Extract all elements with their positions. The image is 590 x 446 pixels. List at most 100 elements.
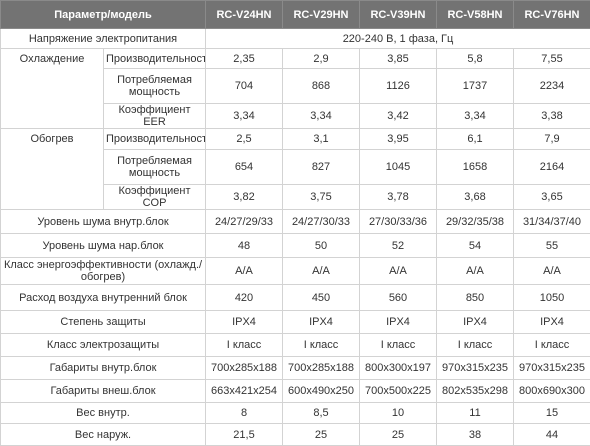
cell-value: A/A <box>514 258 590 285</box>
cell-value: 2,9 <box>283 49 360 69</box>
cell-value: I класс <box>206 334 283 357</box>
cell-value: 220-240 В, 1 фаза, Гц <box>206 29 590 49</box>
cell-value: 3,34 <box>206 104 283 129</box>
cell-value: 7,55 <box>514 49 590 69</box>
cell-value: 25 <box>360 424 437 446</box>
cell-value: 1737 <box>437 69 514 104</box>
cell-value: 420 <box>206 285 283 311</box>
cell-value: 27/30/33/36 <box>360 210 437 234</box>
model-header: RC-V39HN <box>360 1 437 29</box>
cell-value: 3,38 <box>514 104 590 129</box>
cell-value: 868 <box>283 69 360 104</box>
cell-value: 3,78 <box>360 185 437 210</box>
cell-value: 8 <box>206 403 283 424</box>
cell-value: IPX4 <box>437 311 514 334</box>
cell-value: 1050 <box>514 285 590 311</box>
row-label: Габариты внутр.блок <box>1 357 206 380</box>
cell-value: A/A <box>437 258 514 285</box>
cell-value: 700x285x188 <box>283 357 360 380</box>
row-label: Класс электрозащиты <box>1 334 206 357</box>
cell-value: 31/34/37/40 <box>514 210 590 234</box>
cell-value: A/A <box>283 258 360 285</box>
cell-value: 24/27/29/33 <box>206 210 283 234</box>
cell-value: 54 <box>437 234 514 258</box>
cell-value: 2234 <box>514 69 590 104</box>
sub-label: Производительность <box>104 49 206 69</box>
model-header: RC-V24HN <box>206 1 283 29</box>
cell-value: 25 <box>283 424 360 446</box>
model-header: RC-V29HN <box>283 1 360 29</box>
cell-value: 600x490x250 <box>283 380 360 403</box>
cell-value: 55 <box>514 234 590 258</box>
cell-value: 50 <box>283 234 360 258</box>
cell-value: 21,5 <box>206 424 283 446</box>
cell-value: 5,8 <box>437 49 514 69</box>
cell-value: 10 <box>360 403 437 424</box>
sub-label: Коэффициент COP <box>104 185 206 210</box>
cell-value: 700x285x188 <box>206 357 283 380</box>
cell-value: A/A <box>206 258 283 285</box>
row-label: Вес внутр. <box>1 403 206 424</box>
cell-value: 7,9 <box>514 129 590 150</box>
cell-value: I класс <box>437 334 514 357</box>
cell-value: IPX4 <box>514 311 590 334</box>
sub-label: Коэффициент EER <box>104 104 206 129</box>
group-label: Охлаждение <box>1 49 104 129</box>
cell-value: 24/27/30/33 <box>283 210 360 234</box>
row-label: Габариты внеш.блок <box>1 380 206 403</box>
cell-value: 2,5 <box>206 129 283 150</box>
cell-value: 8,5 <box>283 403 360 424</box>
cell-value: 1126 <box>360 69 437 104</box>
row-label: Уровень шума внутр.блок <box>1 210 206 234</box>
cell-value: 800x300x197 <box>360 357 437 380</box>
table-row: Класс энергоэффективности (охлажд./обогр… <box>1 258 590 285</box>
cell-value: 6,1 <box>437 129 514 150</box>
cell-value: 3,85 <box>360 49 437 69</box>
cell-value: 3,68 <box>437 185 514 210</box>
cell-value: 52 <box>360 234 437 258</box>
cell-value: 700x500x225 <box>360 380 437 403</box>
row-label: Расход воздуха внутренний блок <box>1 285 206 311</box>
cell-value: 44 <box>514 424 590 446</box>
cell-value: 3,34 <box>283 104 360 129</box>
cell-value: 3,65 <box>514 185 590 210</box>
sub-label: Потребляемая мощность <box>104 69 206 104</box>
cell-value: I класс <box>283 334 360 357</box>
row-label: Уровень шума нар.блок <box>1 234 206 258</box>
model-header: RC-V58HN <box>437 1 514 29</box>
cell-value: 663x421x254 <box>206 380 283 403</box>
sub-label: Производительность <box>104 129 206 150</box>
cell-value: 970x315x235 <box>514 357 590 380</box>
cell-value: 3,34 <box>437 104 514 129</box>
cell-value: 800x690x300 <box>514 380 590 403</box>
group-label: Обогрев <box>1 129 104 210</box>
cell-value: 450 <box>283 285 360 311</box>
cell-value: A/A <box>360 258 437 285</box>
cell-value: 2164 <box>514 150 590 185</box>
cell-value: 3,42 <box>360 104 437 129</box>
cell-value: 654 <box>206 150 283 185</box>
cell-value: IPX4 <box>206 311 283 334</box>
model-header: RC-V76HN <box>514 1 590 29</box>
cell-value: 11 <box>437 403 514 424</box>
cell-value: 3,75 <box>283 185 360 210</box>
cell-value: 850 <box>437 285 514 311</box>
cell-value: 1045 <box>360 150 437 185</box>
row-label: Вес наруж. <box>1 424 206 446</box>
sub-label: Потребляемая мощность <box>104 150 206 185</box>
cell-value: 38 <box>437 424 514 446</box>
row-label: Напряжение электропитания <box>1 29 206 49</box>
cell-value: 48 <box>206 234 283 258</box>
parameter-header: Параметр/модель <box>1 1 206 29</box>
cell-value: 704 <box>206 69 283 104</box>
